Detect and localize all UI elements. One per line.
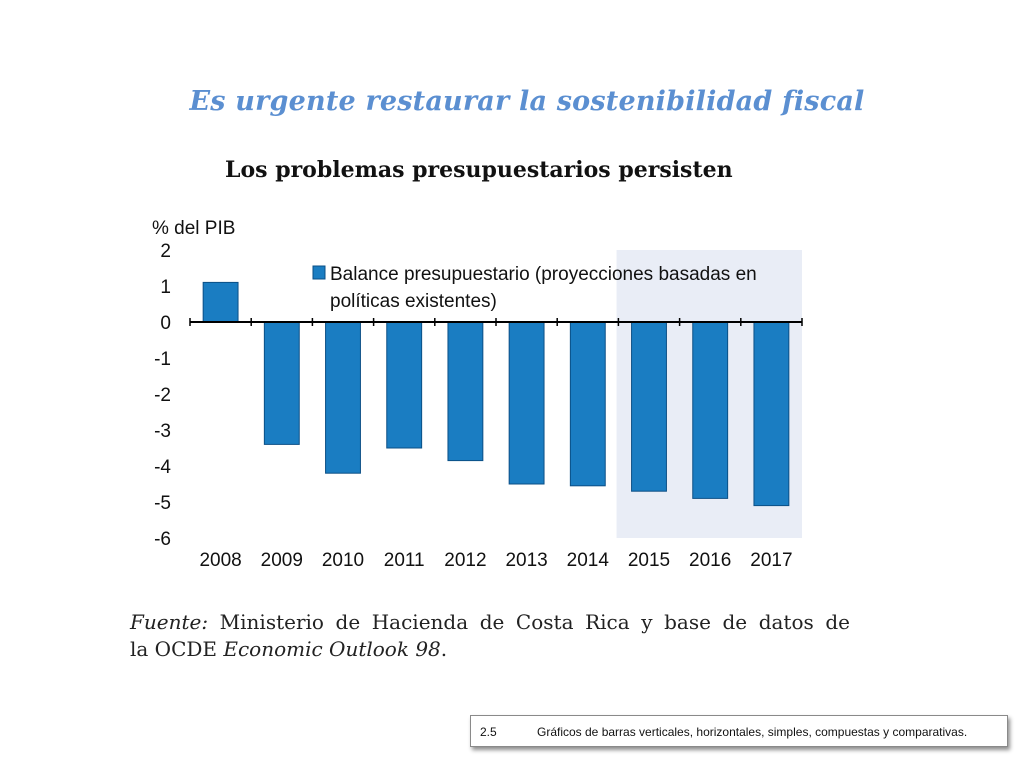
x-tick-label-2016: 2016: [689, 550, 731, 571]
x-tick-label-2013: 2013: [505, 550, 547, 571]
source-text-2: la OCDE: [130, 637, 224, 661]
bar-2015: [631, 321, 667, 492]
y-tick-label: -6: [154, 529, 171, 550]
x-tick-label-2015: 2015: [628, 550, 670, 571]
bar-2013: [508, 321, 545, 485]
legend-swatch: [312, 265, 326, 280]
x-tick-labels: 2008 2009 2010 2011 2012 2013 2014 2015 2016 2017: [199, 550, 792, 571]
y-tick-label: 2: [160, 241, 171, 262]
y-axis: 2 1 0 -1 -2 -3 -4 -5 -6: [154, 241, 171, 550]
source-line-2: la OCDE Economic Outlook 98.: [130, 636, 850, 663]
bar-2017: [753, 321, 790, 507]
bar-2012: [447, 321, 484, 462]
y-tick-label: -5: [154, 493, 171, 514]
source-end: .: [440, 637, 448, 661]
legend-label-line: políticas existentes): [330, 291, 497, 312]
y-tick-label: -1: [154, 349, 171, 370]
x-tick-label-2008: 2008: [199, 550, 241, 571]
source-note: Fuente: Ministerio de Hacienda de Costa …: [130, 609, 850, 663]
source-label: Fuente:: [130, 610, 209, 634]
x-axis: [189, 318, 803, 326]
y-tick-label: -2: [154, 385, 171, 406]
bar-2009: [263, 321, 300, 445]
source-line-1: Fuente: Ministerio de Hacienda de Costa …: [130, 609, 850, 636]
bar-2008: [202, 281, 239, 323]
bar-chart: % del PIB 210-1-2-3-4-5-6 2008 2009 2010 20…: [152, 218, 803, 571]
x-tick-label-2012: 2012: [444, 550, 486, 571]
chart-title: Los problemas presupuestarios persisten: [225, 157, 733, 183]
bar-2016: [692, 321, 729, 499]
x-tick-label-2009: 2009: [261, 550, 303, 571]
y-axis-label: % del PIB: [152, 218, 235, 239]
x-tick-label-2011: 2011: [384, 550, 425, 571]
source-publication: Economic Outlook 98: [223, 637, 441, 661]
legend-label-line: Balance presupuestario (proyecciones bas…: [330, 264, 757, 285]
y-tick-label: -3: [154, 421, 171, 442]
x-tick-label-2017: 2017: [750, 550, 792, 571]
bar-series: [202, 281, 790, 507]
x-tick-label-2010: 2010: [322, 550, 364, 571]
caption-text: Gráficos de barras verticales, horizonta…: [537, 725, 968, 739]
y-tick-label: 0: [160, 313, 171, 334]
y-tick-label: 1: [160, 277, 171, 298]
source-text-1: Ministerio de Hacienda de Costa Rica y b…: [208, 610, 850, 634]
legend: Balance presupuestario (proyecciones bas…: [312, 264, 757, 312]
slide-title: Es urgente restaurar la sostenibilidad f…: [189, 86, 865, 117]
caption-number: 2.5: [480, 725, 497, 739]
bar-2014: [569, 321, 606, 487]
bar-2010: [325, 321, 361, 474]
y-tick-label: -4: [154, 457, 171, 478]
bar-2011: [386, 321, 423, 449]
x-tick-label-2014: 2014: [567, 550, 610, 571]
caption-box: 2.5 Gráficos de barras verticales, horiz…: [470, 715, 1008, 747]
